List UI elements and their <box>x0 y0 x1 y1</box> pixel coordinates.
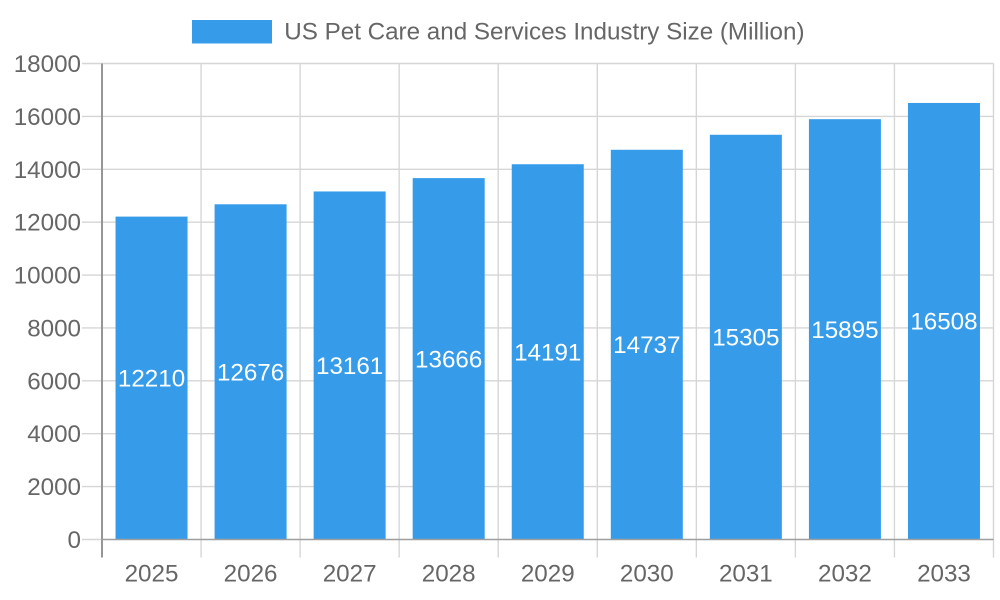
svg-text:2028: 2028 <box>422 560 476 587</box>
svg-text:14191: 14191 <box>514 339 581 366</box>
svg-text:US Pet Care and Services Indus: US Pet Care and Services Industry Size (… <box>284 19 804 46</box>
svg-text:2031: 2031 <box>719 560 773 587</box>
svg-text:12210: 12210 <box>118 366 185 393</box>
svg-text:2033: 2033 <box>917 560 971 587</box>
svg-text:15895: 15895 <box>811 317 878 344</box>
svg-text:14000: 14000 <box>14 157 81 184</box>
svg-text:12000: 12000 <box>14 210 81 237</box>
svg-text:12676: 12676 <box>217 359 284 386</box>
svg-text:8000: 8000 <box>27 315 81 342</box>
svg-text:10000: 10000 <box>14 263 81 290</box>
svg-text:2030: 2030 <box>620 560 674 587</box>
svg-text:6000: 6000 <box>27 368 81 395</box>
svg-text:2032: 2032 <box>818 560 872 587</box>
svg-text:2027: 2027 <box>323 560 377 587</box>
svg-text:16508: 16508 <box>910 309 977 336</box>
svg-text:13161: 13161 <box>316 353 383 380</box>
svg-text:16000: 16000 <box>14 104 81 131</box>
svg-text:2029: 2029 <box>521 560 575 587</box>
svg-text:18000: 18000 <box>14 51 81 78</box>
svg-text:13666: 13666 <box>415 346 482 373</box>
svg-text:2025: 2025 <box>125 560 179 587</box>
svg-text:0: 0 <box>68 527 81 554</box>
svg-text:15305: 15305 <box>712 325 779 352</box>
svg-text:14737: 14737 <box>613 332 680 359</box>
svg-text:2026: 2026 <box>224 560 278 587</box>
svg-text:2000: 2000 <box>27 474 81 501</box>
svg-text:4000: 4000 <box>27 421 81 448</box>
